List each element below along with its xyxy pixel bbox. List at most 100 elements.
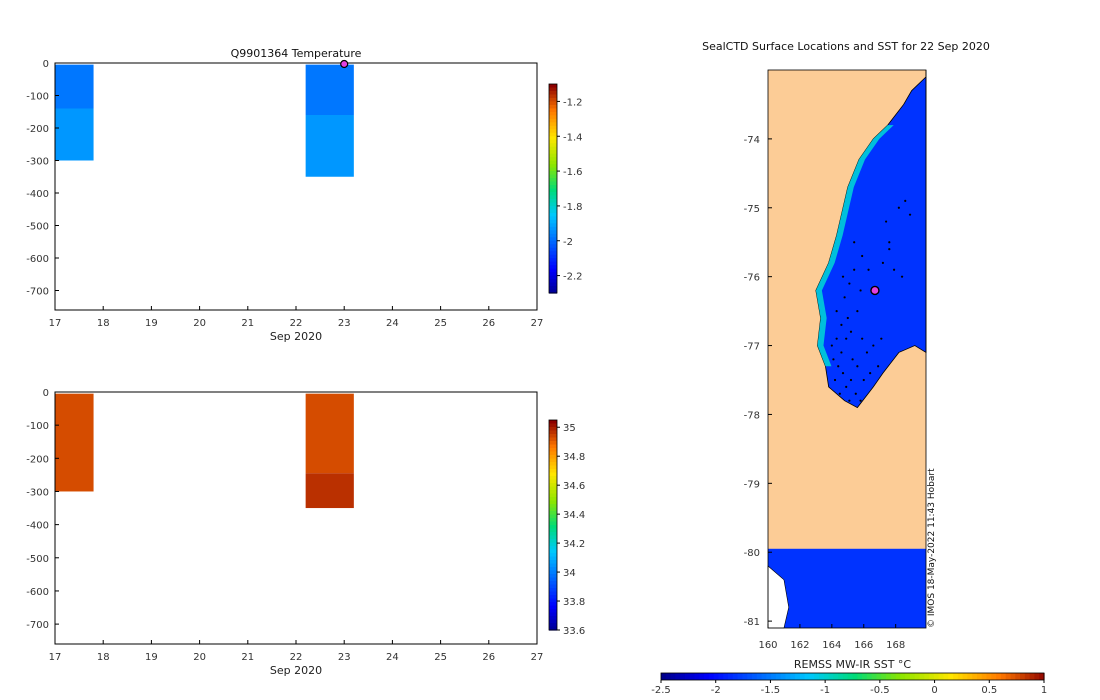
colorbar-segment [549,430,557,435]
colorbar-segment [549,101,557,106]
dive-location-point [861,337,864,340]
colorbar-segment [549,275,557,280]
colorbar-frame [548,419,558,631]
sst-colorbar-segment [957,673,964,680]
sst-colorbar-segment [799,673,806,680]
x-tick-label: 23 [338,652,351,663]
sst-colorbar-segment [838,673,844,680]
colorbar-segment [549,549,557,554]
sst-colorbar-segment [665,673,672,680]
sst-colorbar-segment [905,673,911,680]
x-tick-label: 22 [290,318,303,329]
profile-cell-1-1 [305,473,354,509]
sst-colorbar-segment [823,673,830,680]
y-tick-label: 0 [43,59,49,70]
colorbar-segment [549,448,557,453]
sst-colorbar-segment [795,673,801,680]
y-tick-label: -200 [26,124,49,135]
sst-colorbar-segment [699,673,705,680]
sst-colorbar-segment [842,673,849,680]
colorbar-segment [549,458,557,463]
sst-colorbar-segment [771,673,777,680]
current-position-marker [340,59,349,69]
sst-colorbar-segment [852,673,858,680]
colorbar-tick-label: 33.6 [563,626,585,637]
x-tick-label: 22 [290,652,303,663]
colorbar-segment [549,556,557,561]
sst-colorbar-segment [871,673,878,680]
colorbar-tick-label: 34.2 [563,539,585,550]
colorbar-segment [549,153,557,158]
profile-cell-0-1 [55,108,94,161]
colorbar-segment [549,171,557,176]
colorbar-segment [549,511,557,516]
colorbar-segment [549,237,557,242]
sst-colorbar-tick-label: 0 [931,685,937,696]
sst-colorbar-segment [689,673,696,680]
colorbar-segment [549,122,557,127]
sst-colorbar-segment [967,673,973,680]
colorbar-tick-label: -1.6 [563,167,583,178]
sst-colorbar-tick-label: -1.5 [761,685,781,696]
colorbar-segment [549,286,557,291]
sst-colorbar-segment [818,673,825,680]
dive-location-point [859,289,862,292]
dive-location-point [845,385,848,388]
colorbar-tick-label: 34.6 [563,481,585,492]
dive-location-point [832,358,835,361]
sst-colorbar-segment [1010,673,1016,680]
lon-tick-label: 160 [758,640,777,651]
colorbar-segment [549,619,557,624]
lon-tick-label: 164 [822,640,841,651]
colorbar-segment [549,178,557,183]
colorbar-segment [549,451,557,456]
colorbar-tick-label: -2 [563,237,573,248]
sst-colorbar-segment [804,673,811,680]
profile-cell-0-0 [55,64,94,109]
x-tick-label: 21 [241,652,254,663]
sst-colorbar-segment [962,673,968,680]
colorbar-segment [549,507,557,512]
sst-colorbar-segment [809,673,815,680]
colorbar-segment [549,476,557,481]
colorbar-segment [549,574,557,579]
lon-tick-label: 166 [854,640,873,651]
dive-location-point [904,199,907,202]
sst-colorbar-segment [1034,673,1040,680]
colorbar-segment [549,483,557,488]
colorbar-segment [549,623,557,628]
colorbar-segment [549,195,557,200]
colorbar-segment [549,157,557,162]
x-tick-label: 25 [434,652,447,663]
profile-cell-1-0 [305,393,354,474]
y-tick-label: -700 [26,287,49,298]
sst-colorbar-segment [766,673,772,680]
sst-colorbar-segment [943,673,949,680]
sst-colorbar-tick-label: -2.5 [651,685,671,696]
dive-location-point [892,268,896,271]
dive-location-point [861,254,864,258]
x-tick-label: 27 [531,318,544,329]
dive-location-point [841,275,845,278]
sst-colorbar-segment [670,673,676,680]
colorbar-segment [549,258,557,263]
y-tick-label: -200 [26,454,49,465]
sst-colorbar-segment [996,673,1002,680]
sst-colorbar-segment [723,673,729,680]
colorbar-segment [549,595,557,600]
sst-colorbar-tick-label: -2 [711,685,721,696]
sst-colorbar-segment [708,673,715,680]
colorbar-segment [549,129,557,134]
sst-colorbar-tick-label: -1 [820,685,830,696]
sst-colorbar-tick-label: -0.5 [870,685,890,696]
colorbar-segment [549,115,557,120]
colorbar-segment [549,240,557,245]
colorbar-segment [549,251,557,256]
colorbar-segment [549,202,557,207]
colorbar-segment [549,497,557,502]
dive-location-point [885,220,888,223]
colorbar-segment [549,465,557,470]
y-tick-label: -600 [26,254,49,265]
dive-location-point [900,275,904,278]
dive-location-point [853,268,856,271]
